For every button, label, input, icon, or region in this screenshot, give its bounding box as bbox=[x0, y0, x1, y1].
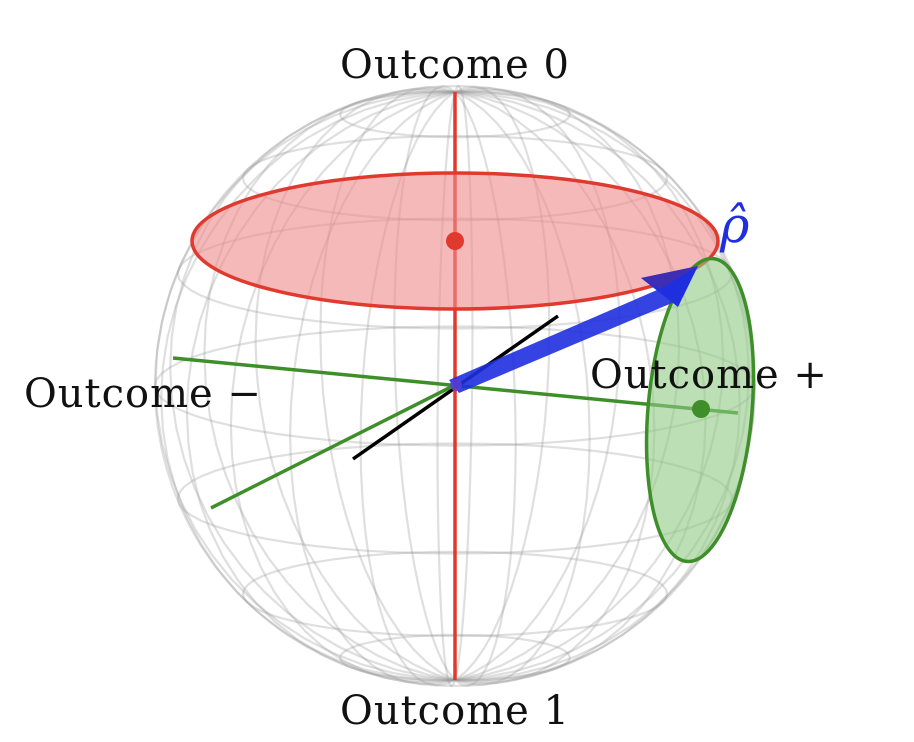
parallel bbox=[241, 550, 669, 638]
label-outcome-minus: Outcome − bbox=[24, 371, 262, 417]
outcome-zero-point bbox=[446, 232, 464, 250]
plus-minus-axis-front bbox=[210, 383, 456, 510]
state-vector-arrowhead-shade bbox=[641, 266, 698, 289]
label-outcome-plus: Outcome + bbox=[590, 352, 828, 398]
label-outcome-0: Outcome 0 bbox=[340, 42, 570, 88]
parallel bbox=[339, 90, 571, 139]
origin-point bbox=[450, 379, 462, 391]
label-state-rho: ρ̂ bbox=[719, 196, 750, 254]
state-vector-shaft bbox=[449, 287, 672, 393]
outcome-plus-point bbox=[692, 400, 710, 418]
parallel bbox=[339, 633, 571, 682]
sphere-outline bbox=[153, 85, 757, 687]
label-outcome-1: Outcome 1 bbox=[340, 688, 570, 734]
